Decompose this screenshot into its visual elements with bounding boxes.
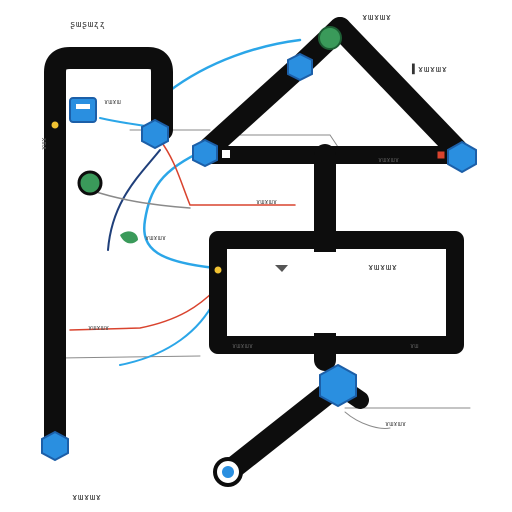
track-left-loop <box>44 47 173 456</box>
station-box-left[interactable] <box>69 97 97 123</box>
track-diagonal-up <box>194 17 351 163</box>
wire-gray-c <box>217 134 341 151</box>
wire-blue-top <box>166 38 302 94</box>
wire-blue-bottom <box>119 299 216 366</box>
station-hex-right[interactable] <box>447 140 477 174</box>
track-layer <box>44 17 473 483</box>
junction-square-right[interactable] <box>436 150 446 160</box>
track-diagonal-down <box>217 374 349 483</box>
station-green-left[interactable] <box>77 170 103 196</box>
junction-square[interactable] <box>220 148 232 160</box>
label-right-top-node: ▌ɤɯɤɯɤ <box>411 63 448 75</box>
dot-yellow-left <box>51 121 59 129</box>
label-bottom-right: ɤɯɤɯɤ <box>385 420 406 428</box>
wire-gray-a <box>89 189 191 209</box>
label-left-vertical: ɤɯɤ <box>40 137 48 150</box>
track-roof-right <box>329 17 473 166</box>
label-top-left: ʂɯʂɯʐʐ <box>70 20 106 30</box>
inner-box-hole <box>230 252 444 333</box>
station-hex-bottom-left[interactable] <box>41 430 69 462</box>
station-hex-top[interactable] <box>287 52 313 82</box>
dot-yellow-inner <box>214 266 222 274</box>
label-left-red: ɤɯɤɯɤ <box>88 324 109 332</box>
wire-blue-left <box>143 148 217 270</box>
label-right-bottom-small: ɤɯ <box>410 342 418 350</box>
label-inner-bottom: ɤɯɤɯɤ <box>232 342 253 350</box>
label-mid-right: ɤɯɤɯɤ <box>378 156 399 164</box>
wire-red-top <box>159 139 296 206</box>
arrow-icon <box>275 265 288 272</box>
label-bottom-left: ɤɯɤɯɤ <box>72 493 102 503</box>
leaf-icon <box>120 231 138 244</box>
wire-gray-e <box>59 355 201 359</box>
label-top-right: ɤɯɤɯɤ <box>362 13 392 23</box>
track-inner-box <box>209 231 464 354</box>
station-green-top[interactable] <box>318 26 342 50</box>
label-left-box: ɤɯɤɯ <box>104 98 121 106</box>
wire-gray-g <box>344 411 391 429</box>
label-inner-box-right: ɤɯɤɯɤ <box>368 263 398 273</box>
station-hex-left[interactable] <box>141 118 169 150</box>
station-hex-mid[interactable] <box>192 138 218 168</box>
label-layer: ʂɯʂɯʐʐ ɤɯɤɯɤ ▌ɤɯɤɯɤ ɤɯɤɯ ɤɯɤɯɤ ɤɯɤɯɤ ɤɯɤ… <box>40 13 448 503</box>
station-hex-big[interactable] <box>319 363 357 408</box>
node-layer <box>41 26 477 487</box>
wire-navy <box>107 149 161 251</box>
label-center-mid: ɤɯɤɯɤ <box>256 198 277 206</box>
station-ring-bottom-core <box>222 466 234 478</box>
station-box-left-inner <box>76 104 90 109</box>
label-green-node: ɤɯɤɯɤ <box>145 234 166 242</box>
